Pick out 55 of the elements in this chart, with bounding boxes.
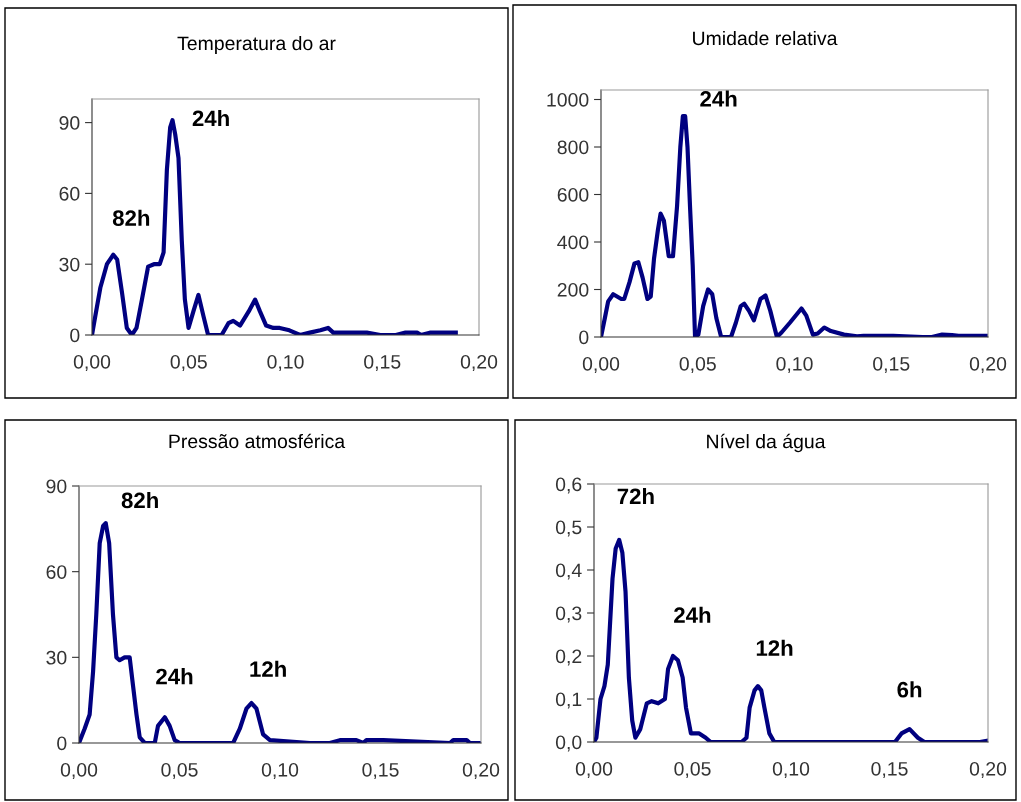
x-tick-label: 0,20 [462, 762, 500, 780]
x-tick-label: 0,00 [60, 762, 98, 780]
annotation: 24h [156, 668, 193, 685]
x-tick-label: 0,00 [575, 761, 613, 779]
chart-title: Pressão atmosférica [169, 433, 346, 449]
x-tick-label: 0,00 [582, 356, 620, 374]
x-tick-label: 0,20 [460, 354, 498, 372]
y-tick-label: 30 [46, 650, 67, 665]
y-tick-label: 30 [59, 257, 80, 272]
x-tick-label: 0,05 [161, 762, 198, 780]
x-tick-label: 0,00 [73, 354, 111, 372]
y-tick-label: 90 [46, 479, 67, 494]
y-tick-label: 0,4 [555, 563, 582, 580]
y-tick-label: 800 [557, 140, 589, 155]
x-tick-label: 0,20 [969, 356, 1007, 374]
annotation: 6h [897, 681, 922, 698]
y-tick-label: 0 [57, 736, 67, 751]
chart-title: Nível da água [707, 433, 826, 453]
x-tick-label: 0,15 [362, 762, 399, 780]
annotation: 12h [756, 639, 793, 656]
annotation: 24h [192, 109, 229, 126]
annotation: 72h [617, 487, 654, 504]
x-tick-label: 0,10 [267, 354, 304, 372]
y-tick-label: 400 [557, 235, 589, 250]
x-tick-label: 0,10 [261, 762, 299, 780]
y-tick-label: 1000 [547, 92, 589, 107]
y-tick-label: 90 [59, 116, 80, 130]
x-tick-label: 0,20 [969, 761, 1007, 779]
x-tick-label: 0,10 [772, 761, 810, 779]
x-tick-label: 0,05 [170, 354, 207, 372]
y-tick-label: 0 [579, 330, 589, 345]
annotation: 12h [250, 660, 286, 677]
y-tick-label: 0,1 [555, 692, 582, 709]
x-tick-label: 0,05 [679, 356, 716, 374]
y-tick-label: 0,5 [555, 520, 582, 537]
chart-title: Umidade relativa [693, 30, 838, 46]
x-tick-label: 0,15 [873, 356, 910, 374]
annotation: 82h [121, 491, 158, 509]
x-tick-label: 0,15 [364, 354, 401, 372]
annotation: 82h [112, 209, 150, 226]
y-tick-label: 600 [557, 187, 589, 202]
y-tick-label: 0,2 [555, 649, 582, 666]
annotation: 24h [674, 606, 711, 623]
y-tick-label: 60 [46, 565, 67, 579]
chart-title: Temperatura do ar [177, 35, 336, 55]
y-tick-label: 0,6 [555, 477, 582, 494]
x-tick-label: 0,15 [871, 761, 908, 779]
annotation: 24h [700, 90, 737, 107]
y-tick-label: 0 [70, 328, 80, 343]
x-tick-label: 0,05 [674, 761, 711, 779]
y-tick-label: 200 [557, 282, 589, 297]
y-tick-label: 0,0 [555, 735, 582, 752]
y-tick-label: 60 [59, 186, 80, 201]
y-tick-label: 0,3 [555, 606, 582, 623]
x-tick-label: 0,10 [776, 356, 813, 374]
